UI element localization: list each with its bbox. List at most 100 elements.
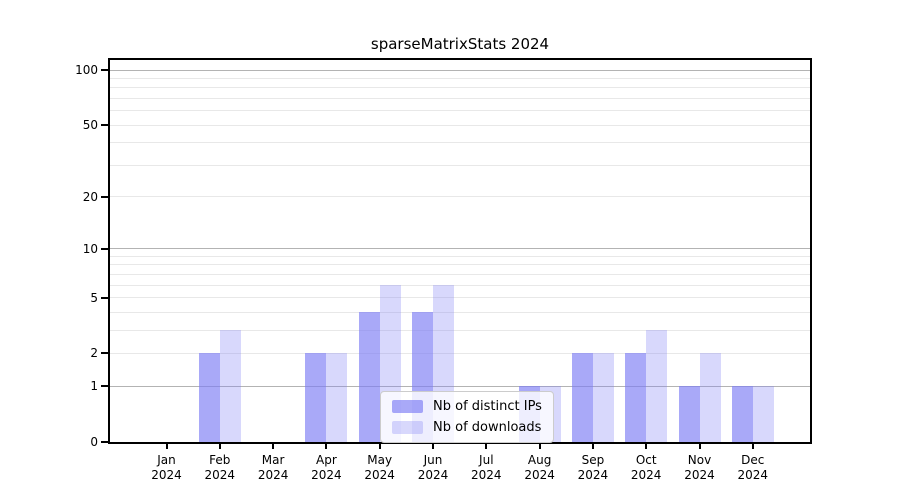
x-tick-year: 2024 [417,468,449,482]
y-tick-label: 100 [75,63,98,77]
x-tick [751,444,754,449]
bar-distinct-ips [198,353,220,442]
x-tick-label: May 2024 [350,453,410,483]
bar-downloads [326,353,348,442]
legend: Nb of distinct IPs Nb of downloads [380,391,554,443]
minor-gridline [110,142,810,144]
legend-label: Nb of distinct IPs [433,399,542,414]
y-tick [101,247,108,250]
minor-gridline [110,255,810,257]
y-tick [101,195,108,198]
major-gridline [110,385,810,387]
x-tick-label: Jan 2024 [137,453,197,483]
bar-downloads [699,353,721,442]
x-tick-month: Jul [479,453,494,467]
top-axis-line [108,58,812,60]
x-tick-label: Apr 2024 [296,453,356,483]
x-tick-month: Jan [157,453,176,467]
bar-downloads [752,386,774,442]
legend-swatch-distinct-ips [392,400,423,413]
x-tick-year: 2024 [524,468,555,482]
minor-gridline [110,284,810,286]
y-tick-label: 2 [90,346,98,361]
legend-item: Nb of distinct IPs [392,399,542,414]
y-axis-line [108,60,110,442]
legend-swatch-downloads [392,421,423,434]
x-tick-year: 2024 [630,468,662,482]
x-tick-month: Dec [741,453,765,467]
x-tick-month: Jun [423,453,443,467]
bar-distinct-ips [305,353,327,442]
x-tick [645,444,648,449]
x-tick-month: May [367,453,393,467]
right-axis-line [810,60,812,442]
minor-gridline [110,87,810,89]
x-tick-year: 2024 [471,468,502,482]
x-tick-year: 2024 [577,468,609,482]
x-axis-line [108,442,812,444]
x-tick [218,444,221,449]
bar-downloads [219,330,241,442]
y-tick-label: 5 [90,290,98,305]
x-tick-month: Aug [527,453,552,467]
y-tick [101,352,108,355]
x-tick-year: 2024 [364,468,395,482]
minor-gridline [110,311,810,313]
bar-distinct-ips [731,386,753,442]
y-tick-label: 1 [90,379,98,394]
minor-gridline [110,77,810,79]
x-tick-label: Oct 2024 [616,453,676,483]
minor-gridline [110,164,810,166]
x-tick-label: Sep 2024 [563,453,623,483]
bar-distinct-ips [678,386,700,442]
x-tick-label: Feb 2024 [190,453,250,483]
legend-item: Nb of downloads [392,420,542,435]
x-tick-month: Mar [261,453,285,467]
y-tick-label: 50 [82,118,98,133]
x-tick [485,444,488,449]
bar-distinct-ips [358,312,380,442]
chart-title: sparseMatrixStats 2024 [370,35,550,53]
bar-downloads [592,353,614,442]
minor-gridline [110,124,810,126]
bar-downloads [646,330,668,442]
x-tick [325,444,328,449]
x-tick [165,444,168,449]
x-tick-year: 2024 [204,468,236,482]
x-tick-month: Feb [209,453,231,467]
minor-gridline [110,273,810,275]
y-tick [101,296,108,299]
x-tick-label: Nov 2024 [670,453,730,483]
x-tick-month: Sep [581,453,605,467]
y-tick [101,441,108,443]
x-tick-month: Oct [635,453,657,467]
minor-gridline [110,352,810,354]
minor-gridline [110,264,810,266]
x-tick-year: 2024 [684,468,715,482]
major-gridline [110,69,810,71]
minor-gridline [110,297,810,299]
x-tick-label: Jun 2024 [403,453,463,483]
x-tick-year: 2024 [737,468,769,482]
y-tick-label: 0 [90,435,98,449]
x-tick [538,444,541,449]
y-tick [101,69,108,71]
x-tick [378,444,381,449]
minor-gridline [110,97,810,99]
x-tick [591,444,594,449]
minor-gridline [110,329,810,331]
y-tick-label: 10 [82,241,98,256]
x-tick-year: 2024 [257,468,289,482]
y-tick [101,385,108,388]
x-tick-label: Jul 2024 [456,453,516,483]
minor-gridline [110,196,810,198]
major-gridline [110,248,810,250]
x-tick [272,444,275,449]
x-tick-label: Mar 2024 [243,453,303,483]
y-tick [101,124,108,127]
x-tick [698,444,701,449]
x-tick-year: 2024 [151,468,182,482]
x-tick [432,444,434,449]
plot-area [110,60,810,442]
